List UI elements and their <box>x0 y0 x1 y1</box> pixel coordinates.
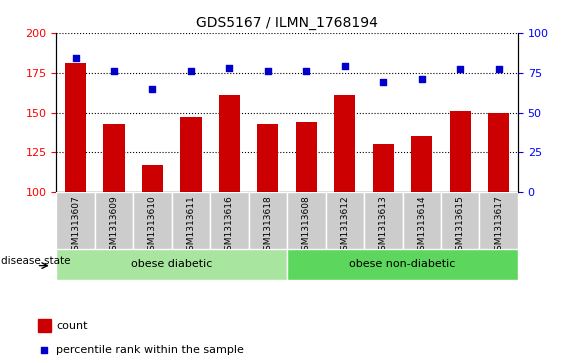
Bar <box>95 192 133 249</box>
Text: GSM1313611: GSM1313611 <box>186 195 195 256</box>
Point <box>379 79 388 85</box>
Text: disease state: disease state <box>1 256 70 266</box>
Text: GSM1313610: GSM1313610 <box>148 195 157 256</box>
Bar <box>180 117 202 192</box>
Text: obese non-diabetic: obese non-diabetic <box>350 259 455 269</box>
Bar <box>172 192 210 249</box>
Text: GSM1313614: GSM1313614 <box>417 195 426 256</box>
Bar <box>210 192 249 249</box>
Bar <box>249 192 287 249</box>
Bar <box>38 319 51 332</box>
Text: GSM1313617: GSM1313617 <box>494 195 503 256</box>
Bar <box>56 192 95 249</box>
Bar <box>403 192 441 249</box>
Bar <box>257 124 279 192</box>
Point <box>417 76 426 82</box>
Text: percentile rank within the sample: percentile rank within the sample <box>56 344 244 355</box>
Text: GSM1313609: GSM1313609 <box>110 195 118 256</box>
Bar <box>142 165 163 192</box>
Bar <box>364 192 403 249</box>
Point <box>40 347 49 352</box>
Point <box>109 68 118 74</box>
Text: GSM1313615: GSM1313615 <box>456 195 464 256</box>
Bar <box>56 249 287 280</box>
Point <box>263 68 272 74</box>
Point <box>302 68 311 74</box>
Bar <box>219 95 240 192</box>
Text: count: count <box>56 321 87 331</box>
Bar <box>325 192 364 249</box>
Bar <box>287 249 518 280</box>
Text: GSM1313607: GSM1313607 <box>71 195 80 256</box>
Point <box>494 66 503 72</box>
Bar <box>411 136 432 192</box>
Bar <box>334 95 355 192</box>
Text: obese diabetic: obese diabetic <box>131 259 212 269</box>
Bar <box>65 63 86 192</box>
Point <box>225 65 234 71</box>
Bar <box>488 113 510 192</box>
Bar <box>373 144 394 192</box>
Bar <box>296 122 317 192</box>
Text: GSM1313613: GSM1313613 <box>379 195 388 256</box>
Text: GSM1313612: GSM1313612 <box>341 195 349 256</box>
Point <box>340 63 349 69</box>
Bar <box>104 124 124 192</box>
Text: GSM1313608: GSM1313608 <box>302 195 311 256</box>
Bar <box>287 192 325 249</box>
Point <box>186 68 195 74</box>
Text: GSM1313616: GSM1313616 <box>225 195 234 256</box>
Point <box>455 66 464 72</box>
Title: GDS5167 / ILMN_1768194: GDS5167 / ILMN_1768194 <box>196 16 378 30</box>
Point <box>71 55 80 61</box>
Bar <box>450 111 471 192</box>
Point <box>148 86 157 91</box>
Bar <box>133 192 172 249</box>
Bar <box>480 192 518 249</box>
Text: GSM1313618: GSM1313618 <box>263 195 272 256</box>
Bar <box>441 192 480 249</box>
